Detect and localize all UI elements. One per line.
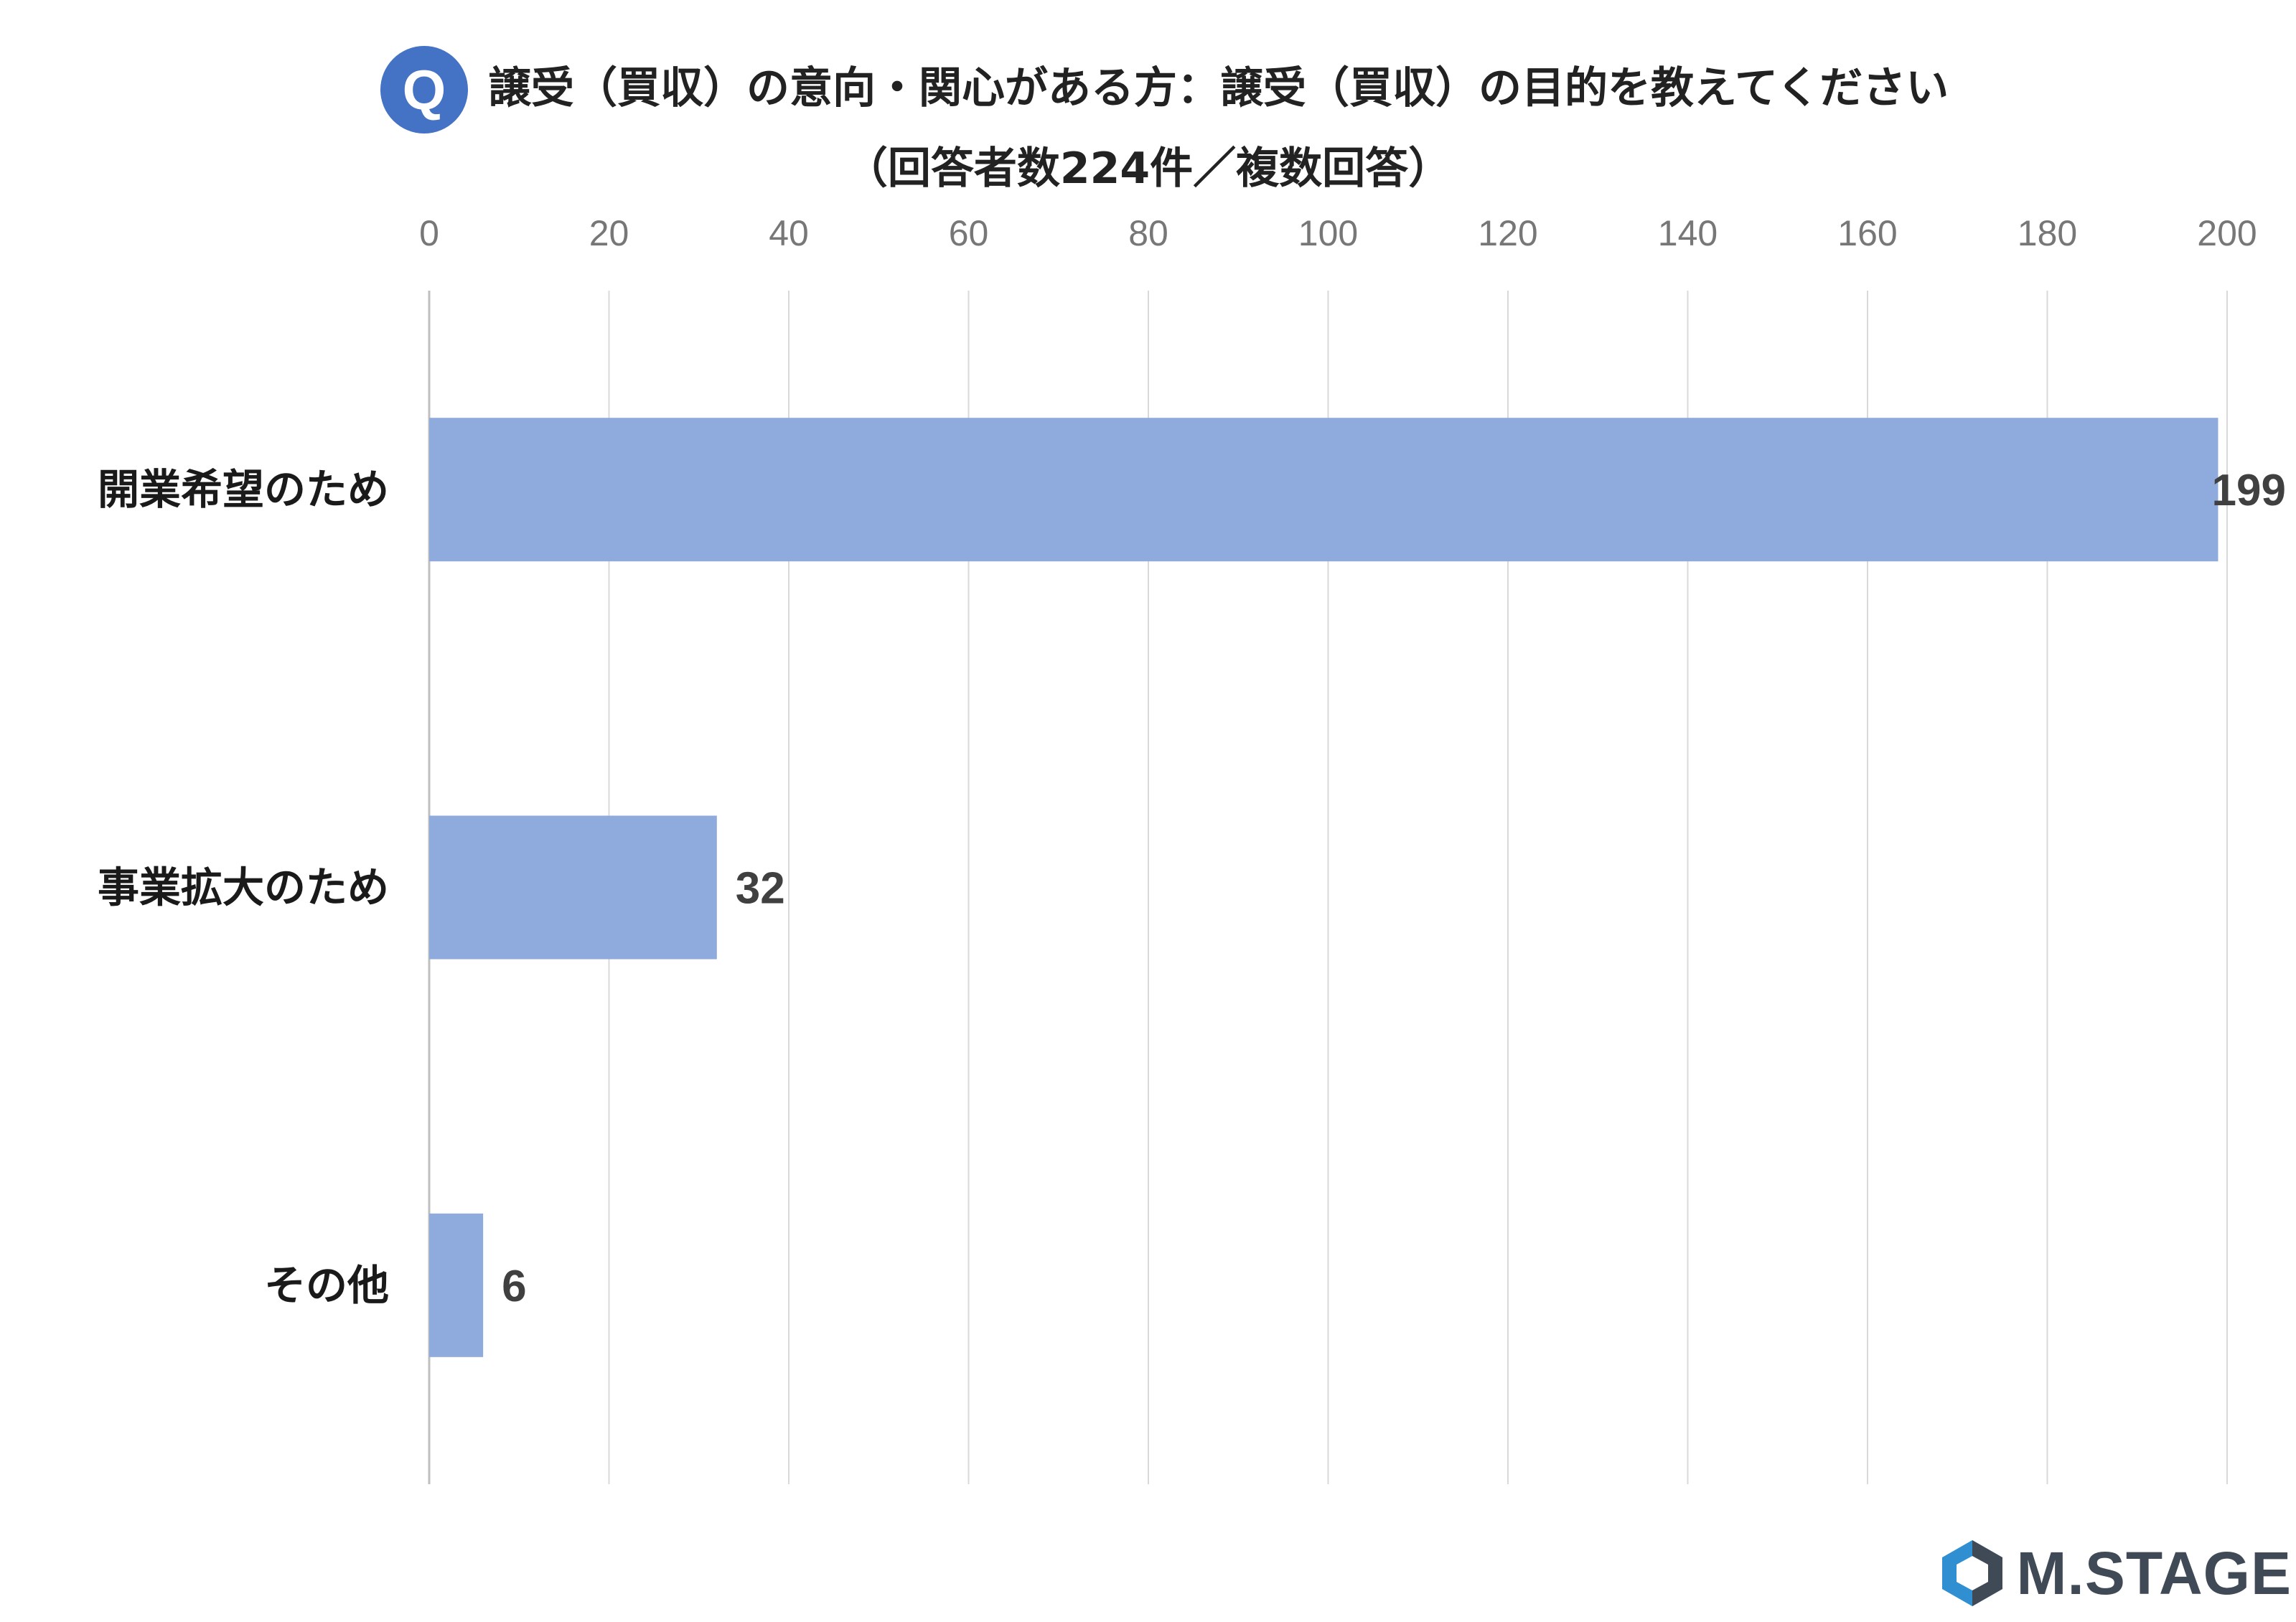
x-tick-label: 40 bbox=[769, 213, 809, 253]
x-tick-label: 140 bbox=[1658, 213, 1718, 253]
question-badge-letter: Q bbox=[402, 58, 446, 121]
hexagon-logo-icon bbox=[1941, 1540, 2002, 1606]
x-tick-label: 80 bbox=[1128, 213, 1168, 253]
x-tick-label: 0 bbox=[419, 213, 439, 253]
logo-text: M.STAGE bbox=[2016, 1539, 2292, 1607]
x-tick-label: 20 bbox=[589, 213, 629, 253]
x-tick-label: 200 bbox=[2197, 213, 2257, 253]
category-label: その他 bbox=[264, 1261, 389, 1310]
bars bbox=[429, 418, 2218, 1357]
brand-logo: M.STAGE bbox=[1938, 1537, 2292, 1609]
x-tick-label: 100 bbox=[1298, 213, 1358, 253]
data-label: 32 bbox=[736, 864, 785, 914]
data-labels: 199 32 6 bbox=[502, 466, 2286, 1311]
bar bbox=[429, 418, 2218, 562]
data-label: 199 bbox=[2212, 466, 2286, 515]
x-tick-label: 60 bbox=[949, 213, 989, 253]
x-axis-tick-labels: 0 20 40 60 80 100 120 140 160 180 200 bbox=[419, 213, 2257, 253]
chart-title: 譲受（買収）の意向・関心がある方：譲受（買収）の目的を教えてください bbox=[488, 63, 1949, 113]
data-label: 6 bbox=[502, 1262, 526, 1311]
chart-header: Q 譲受（買収）の意向・関心がある方：譲受（買収）の目的を教えてください （回答… bbox=[0, 29, 2296, 194]
x-tick-label: 120 bbox=[1478, 213, 1537, 253]
chart-subtitle: （回答者数224件／複数回答） bbox=[844, 144, 1452, 194]
category-label: 開業希望のため bbox=[98, 465, 389, 514]
x-tick-label: 180 bbox=[2018, 213, 2077, 253]
bar bbox=[429, 1213, 484, 1357]
bar bbox=[429, 815, 717, 960]
category-label: 事業拡大のため bbox=[98, 863, 389, 912]
x-tick-label: 160 bbox=[1837, 213, 1897, 253]
question-badge: Q bbox=[380, 46, 468, 133]
